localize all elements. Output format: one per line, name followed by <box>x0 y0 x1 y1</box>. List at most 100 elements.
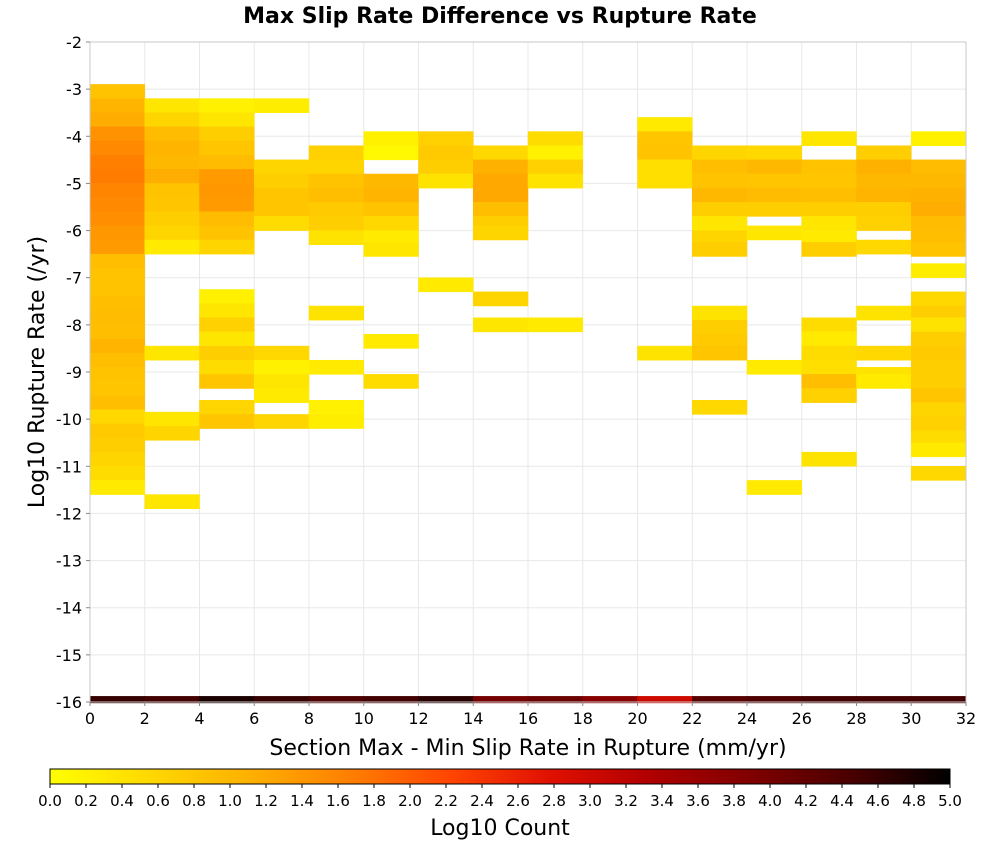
colorbar-tick-label: 0.4 <box>110 792 134 810</box>
heatmap-cell <box>89 324 145 340</box>
heatmap-cell <box>199 154 255 170</box>
heatmap-cell <box>856 173 912 189</box>
x-tick-label: 10 <box>354 709 374 728</box>
heatmap-cell <box>473 159 529 175</box>
colorbar-tick-label: 2.8 <box>542 792 566 810</box>
heatmap-cell <box>911 466 967 481</box>
heatmap-cell <box>199 317 255 333</box>
heatmap-cell <box>89 154 145 170</box>
heatmap-cell <box>911 416 967 432</box>
heatmap-cell <box>308 400 364 415</box>
y-tick-label: -11 <box>56 457 82 476</box>
colorbar-tick-label: 3.6 <box>686 792 710 810</box>
x-tick-label: 2 <box>140 709 150 728</box>
heatmap-cell <box>801 187 857 203</box>
heatmap-cell <box>308 187 364 203</box>
heatmap-cell <box>911 331 967 347</box>
heatmap-cell <box>473 225 529 241</box>
heatmap-cell <box>199 400 255 415</box>
heatmap-cell <box>801 359 857 375</box>
heatmap-cell <box>199 169 255 184</box>
heatmap-cell <box>308 359 364 375</box>
heatmap-cell <box>89 480 145 495</box>
heatmap-cell <box>801 317 857 333</box>
heatmap-cell <box>911 374 967 389</box>
heatmap-cell <box>527 159 583 175</box>
heatmap-cell <box>89 239 145 255</box>
colorbar-tick-label: 0.0 <box>38 792 62 810</box>
heatmap-cell <box>746 202 802 217</box>
heatmap-cell <box>801 345 857 361</box>
heatmap-cell <box>473 145 529 161</box>
heatmap-cell <box>856 374 912 389</box>
x-tick-label: 32 <box>956 709 976 728</box>
heatmap-cell <box>746 145 802 161</box>
heatmap-cell <box>308 159 364 175</box>
heatmap-cell <box>801 451 857 467</box>
colorbar-tick-label: 0.2 <box>74 792 98 810</box>
heatmap-cell <box>692 345 748 361</box>
colorbar-tick-label: 3.8 <box>722 792 746 810</box>
heatmap-cell <box>89 282 145 297</box>
heatmap-cell <box>801 159 857 175</box>
heatmap-cell <box>856 202 912 217</box>
heatmap-cell <box>911 263 967 278</box>
x-tick-label: 6 <box>249 709 259 728</box>
x-tick-label: 0 <box>85 709 95 728</box>
heatmap-cell <box>856 345 912 361</box>
heatmap-cell <box>692 159 748 175</box>
y-tick-label: -3 <box>66 80 82 99</box>
y-tick-label: -5 <box>66 174 82 193</box>
heatmap-cell <box>418 131 474 146</box>
heatmap-cell <box>418 173 474 189</box>
heatmap-cell <box>89 140 145 156</box>
heatmap-cell <box>746 159 802 175</box>
heatmap-cell <box>801 242 857 257</box>
heatmap-cell <box>89 338 145 354</box>
x-tick-label: 14 <box>463 709 483 728</box>
heatmap-cell <box>144 140 200 156</box>
heatmap-cell <box>692 173 748 189</box>
heatmap-cell <box>144 98 200 113</box>
x-tick-label: 22 <box>682 709 702 728</box>
heatmap-cell <box>89 423 145 439</box>
colorbar-tick-label: 1.6 <box>326 792 350 810</box>
heatmap-cell <box>254 216 310 231</box>
heatmap-cell <box>746 480 802 495</box>
heatmap-cell <box>199 112 255 128</box>
heatmap-cell <box>801 216 857 231</box>
x-tick-label: 8 <box>304 709 314 728</box>
colorbar-tick-label: 2.4 <box>470 792 494 810</box>
heatmap-cell <box>692 145 748 161</box>
heatmap-cell <box>692 187 748 203</box>
heatmap-cell <box>911 131 967 146</box>
heatmap-cell <box>89 112 145 128</box>
colorbar-label: Log10 Count <box>430 816 570 841</box>
heatmap-cell <box>144 494 200 509</box>
heatmap-cell <box>911 317 967 333</box>
heatmap-cell <box>308 230 364 245</box>
heatmap-cell <box>199 197 255 212</box>
heatmap-cell <box>692 400 748 415</box>
heatmap-cell <box>144 197 200 212</box>
heatmap-cell <box>473 291 529 307</box>
colorbar <box>49 768 951 785</box>
heatmap-cell <box>692 216 748 231</box>
heatmap-cell <box>89 367 145 382</box>
heatmap-cell <box>144 112 200 128</box>
heatmap-cells <box>89 84 967 704</box>
colorbar-tick-label: 4.4 <box>830 792 854 810</box>
heatmap-cell <box>363 173 419 189</box>
colorbar-tick-label: 5.0 <box>938 792 962 810</box>
heatmap-cell <box>801 173 857 189</box>
heatmap-cell <box>308 305 364 321</box>
colorbar-tick-label: 2.0 <box>398 792 422 810</box>
y-tick-label: -4 <box>66 127 82 146</box>
heatmap-cell <box>199 140 255 156</box>
heatmap-cell <box>911 388 967 403</box>
heatmap-cell <box>199 289 255 304</box>
heatmap-cell <box>89 437 145 453</box>
colorbar-tick-label: 4.2 <box>794 792 818 810</box>
heatmap-cell <box>89 84 145 99</box>
heatmap-cell <box>911 202 967 217</box>
